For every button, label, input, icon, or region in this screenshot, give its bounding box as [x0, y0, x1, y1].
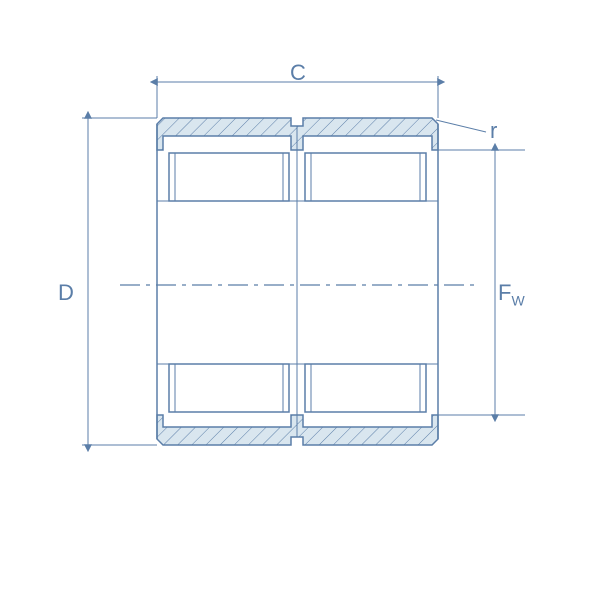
- label-r: r: [490, 118, 497, 144]
- label-D: D: [58, 280, 74, 306]
- label-C: C: [290, 60, 306, 86]
- bearing-cross-section-diagram: C D r FW: [0, 0, 600, 600]
- label-Fw: FW: [498, 280, 525, 308]
